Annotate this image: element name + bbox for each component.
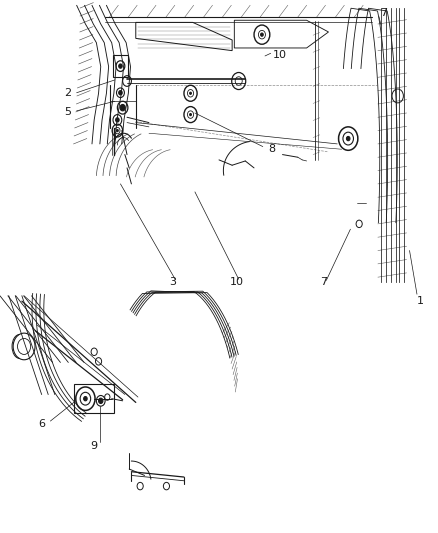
Circle shape (190, 114, 191, 116)
Circle shape (261, 33, 263, 36)
Circle shape (84, 397, 87, 401)
Text: 8: 8 (268, 144, 275, 154)
Circle shape (190, 92, 191, 94)
Text: 6: 6 (38, 419, 45, 429)
Text: 3: 3 (170, 278, 177, 287)
Bar (74, 384, 114, 413)
Circle shape (119, 91, 122, 95)
Circle shape (117, 130, 118, 132)
Text: 7: 7 (321, 278, 328, 287)
Circle shape (116, 118, 119, 122)
Text: 10: 10 (272, 51, 286, 60)
Text: 2: 2 (64, 88, 71, 98)
Bar (113, 55, 128, 77)
Circle shape (119, 64, 122, 68)
Text: 9: 9 (91, 441, 98, 451)
Text: 7: 7 (380, 9, 387, 18)
Circle shape (346, 136, 350, 141)
Circle shape (99, 398, 103, 403)
Text: 10: 10 (230, 278, 244, 287)
Text: 5: 5 (64, 107, 71, 117)
Text: 1: 1 (417, 296, 424, 306)
Circle shape (120, 104, 125, 111)
